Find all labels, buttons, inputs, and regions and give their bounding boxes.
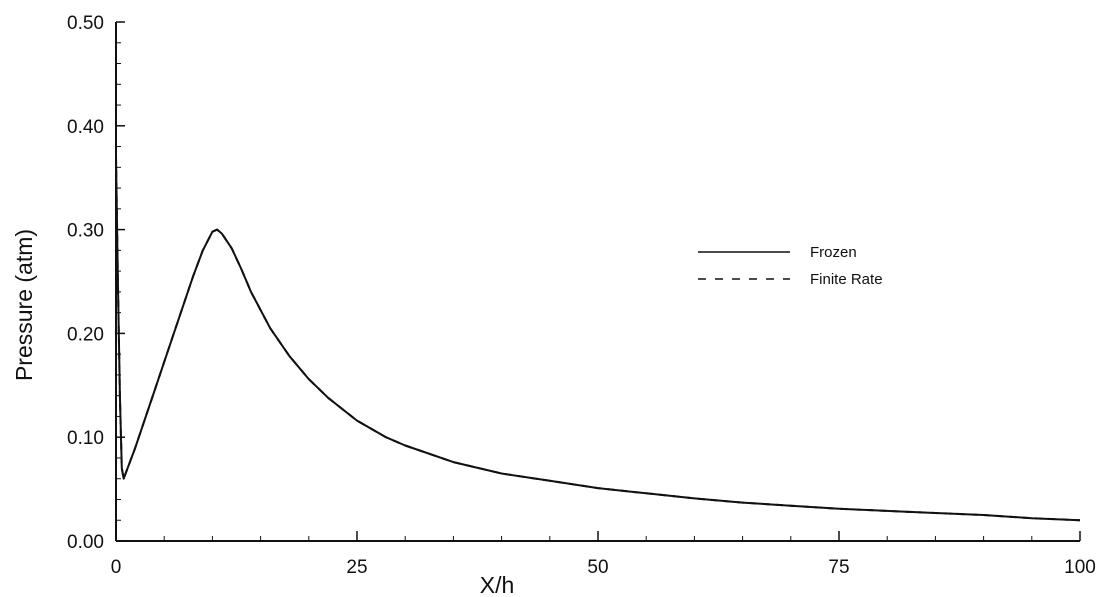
legend: Frozen Finite Rate <box>698 244 883 288</box>
y-tick-label: 0.20 <box>67 324 104 345</box>
legend-label: Finite Rate <box>810 271 883 288</box>
x-tick-label: 0 <box>111 557 122 578</box>
x-tick-label: 75 <box>828 557 849 578</box>
y-tick-label: 0.50 <box>67 13 104 34</box>
y-tick-label: 0.10 <box>67 428 104 449</box>
x-tick-label: 25 <box>346 557 367 578</box>
y-axis-title: Pressure (atm) <box>11 229 37 381</box>
series-line-finite-rate <box>115 156 1081 522</box>
series-line-frozen <box>115 156 1081 522</box>
y-tick-label: 0.00 <box>67 532 104 553</box>
x-axis-title: X/h <box>480 572 515 597</box>
y-tick-label: 0.30 <box>67 221 104 242</box>
x-tick-label: 50 <box>587 557 608 578</box>
axes <box>115 22 1080 542</box>
series-layer <box>115 156 1081 522</box>
y-tick-label: 0.40 <box>67 117 104 138</box>
legend-label: Frozen <box>810 244 857 261</box>
ticks: 0.00 0.10 0.20 0.30 0.40 0.50 0 25 50 75 100 <box>67 13 1096 578</box>
x-tick-label: 100 <box>1064 557 1096 578</box>
